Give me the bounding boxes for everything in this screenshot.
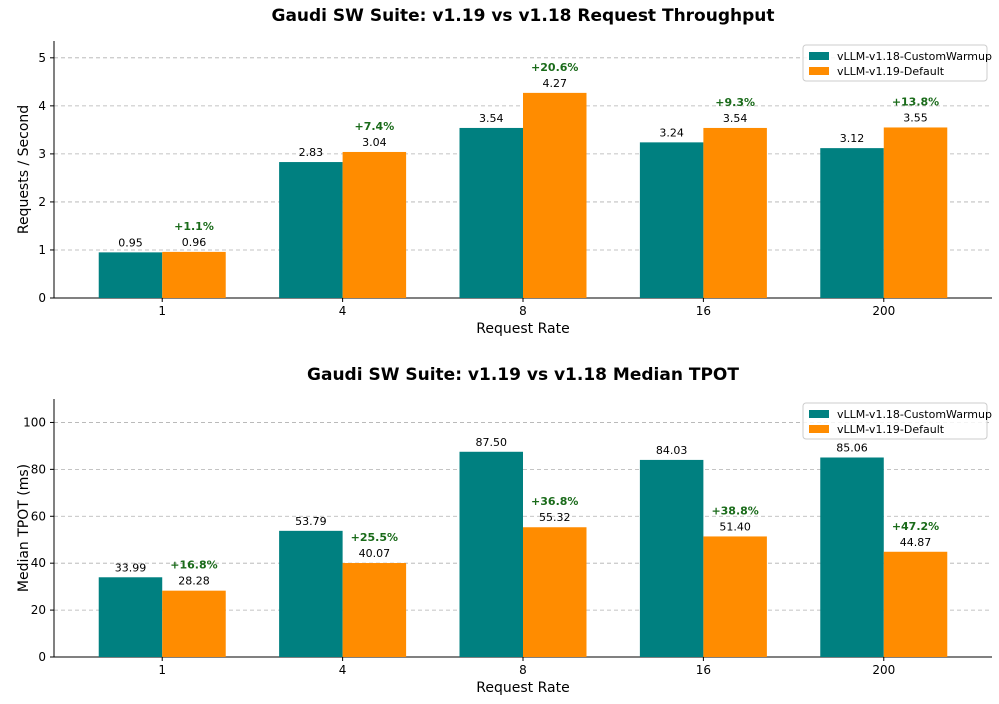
- chart-2-title: Gaudi SW Suite: v1.19 vs v1.18 Median TP…: [307, 365, 739, 385]
- chart-2-xtick-label: 8: [519, 663, 527, 677]
- chart-2-xtick-label: 4: [339, 663, 347, 677]
- chart-1-improvement-label: +20.6%: [531, 61, 578, 74]
- chart-2-value-label: 53.79: [295, 515, 327, 528]
- chart-2-bar-v119-200: [883, 551, 948, 657]
- chart-1-legend-label: vLLM-v1.18-CustomWarmup: [837, 50, 992, 63]
- chart-1-bar-v118-8: [459, 127, 523, 298]
- chart-2-value-label: 55.32: [539, 511, 571, 524]
- chart-1-value-label: 3.54: [479, 112, 504, 125]
- chart-1-value-label: 2.83: [299, 146, 324, 159]
- chart-1-improvement-label: +13.8%: [892, 95, 939, 108]
- chart-2-xtick-label: 16: [696, 663, 711, 677]
- chart-1-value-label: 3.12: [840, 132, 865, 145]
- chart-1-ytick-label: 5: [38, 51, 46, 65]
- chart-1-bar-v118-200: [820, 148, 884, 298]
- chart-2-bar-v119-4: [342, 563, 407, 657]
- chart-2-ytick-label: 40: [31, 556, 46, 570]
- chart-2-value-label: 51.40: [719, 520, 751, 533]
- chart-2-value-label: 33.99: [115, 561, 147, 574]
- chart-1-bar-v119-200: [883, 127, 948, 299]
- chart-1-improvement-label: +1.1%: [174, 220, 214, 233]
- chart-1-bar-v118-16: [639, 142, 704, 298]
- chart-1-legend-swatch-v119: [809, 67, 829, 75]
- chart-1-value-label: 3.04: [362, 136, 387, 149]
- chart-2-improvement-label: +25.5%: [351, 531, 398, 544]
- chart-2-bar-v118-16: [639, 459, 704, 657]
- chart-2-bar-v119-16: [703, 536, 767, 657]
- chart-1-ytick-label: 2: [38, 195, 46, 209]
- chart-1-bar-v119-16: [703, 127, 767, 298]
- chart-2-improvement-label: +36.8%: [531, 495, 578, 508]
- chart-2-legend-label: vLLM-v1.19-Default: [837, 423, 945, 436]
- chart-1-improvement-label: +9.3%: [715, 96, 755, 109]
- chart-2-improvement-label: +16.8%: [170, 559, 217, 572]
- chart-2-value-label: 87.50: [476, 436, 508, 449]
- chart-2-legend-label: vLLM-v1.18-CustomWarmup: [837, 408, 992, 421]
- chart-2-bar-v119-1: [162, 590, 226, 657]
- chart-1-xtick-label: 4: [339, 304, 347, 318]
- chart-1-xtick-label: 16: [696, 304, 711, 318]
- chart-2-bar-v118-8: [459, 451, 523, 657]
- chart-2-value-label: 44.87: [900, 536, 932, 549]
- chart-1-ytick-label: 4: [38, 99, 46, 113]
- chart-1-bar-v118-4: [279, 162, 343, 298]
- chart-1-bar-v118-1: [98, 252, 163, 298]
- chart-2-improvement-label: +38.8%: [711, 504, 758, 517]
- chart-2-legend: [802, 402, 988, 440]
- chart-1-bar-v119-1: [162, 251, 226, 298]
- chart-1-legend: [802, 44, 988, 82]
- chart-2-improvement-label: +47.2%: [892, 520, 939, 533]
- chart-2-xtick-label: 200: [872, 663, 895, 677]
- chart-1-ytick-label: 0: [38, 291, 46, 305]
- chart-1-legend-label: vLLM-v1.19-Default: [837, 65, 945, 78]
- chart-2-ytick-label: 0: [38, 650, 46, 664]
- chart-2-legend-swatch-v118: [809, 410, 829, 418]
- chart-2-value-label: 28.28: [178, 575, 210, 588]
- chart-1-value-label: 0.96: [182, 236, 207, 249]
- chart-2-value-label: 84.03: [656, 444, 688, 457]
- chart-1-value-label: 3.54: [723, 112, 748, 125]
- chart-2-ylabel: Median TPOT (ms): [16, 464, 32, 592]
- chart-1-ytick-label: 3: [38, 147, 46, 161]
- chart-1-value-label: 3.55: [903, 111, 928, 124]
- chart-2-value-label: 85.06: [836, 441, 868, 454]
- chart-1-value-label: 3.24: [659, 126, 684, 139]
- chart-1-xtick-label: 1: [158, 304, 166, 318]
- chart-2-ytick-label: 60: [31, 509, 46, 523]
- chart-2-ytick-label: 100: [23, 415, 46, 429]
- chart-1-legend-swatch-v118: [809, 52, 829, 60]
- chart-2-bar-v118-200: [820, 457, 884, 657]
- chart-1-improvement-label: +7.4%: [354, 120, 394, 133]
- chart-1-ytick-label: 1: [38, 243, 46, 257]
- chart-1-bar-v119-4: [342, 151, 407, 298]
- chart-2-bar-v119-8: [523, 527, 587, 657]
- chart-1-ylabel: Requests / Second: [16, 105, 32, 234]
- chart-1-value-label: 0.95: [118, 236, 143, 249]
- chart-1-bar-v119-8: [523, 92, 587, 298]
- chart-2-xlabel: Request Rate: [476, 680, 569, 696]
- chart-1-xtick-label: 200: [872, 304, 895, 318]
- chart-2-value-label: 40.07: [359, 547, 391, 560]
- chart-2-bar-v118-1: [98, 577, 163, 657]
- chart-2-xtick-label: 1: [158, 663, 166, 677]
- chart-2-bar-v118-4: [279, 530, 343, 657]
- chart-1-title: Gaudi SW Suite: v1.19 vs v1.18 Request T…: [271, 6, 774, 26]
- chart-2-legend-swatch-v119: [809, 425, 829, 433]
- chart-1-xlabel: Request Rate: [476, 321, 569, 337]
- chart-1-xtick-label: 8: [519, 304, 527, 318]
- chart-2-ytick-label: 80: [31, 462, 46, 476]
- chart-2-ytick-label: 20: [31, 603, 46, 617]
- chart-1-value-label: 4.27: [543, 77, 568, 90]
